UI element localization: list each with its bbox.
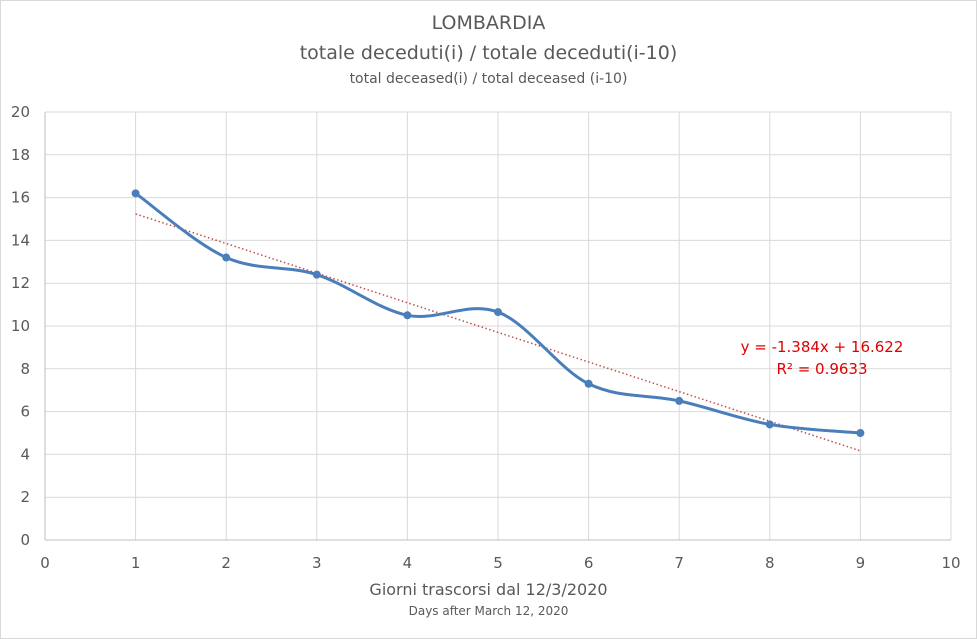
x-tick-label: 1 (131, 554, 141, 572)
y-tick-label: 6 (20, 403, 30, 421)
data-point (675, 396, 684, 405)
x-axis-label-english: Days after March 12, 2020 (408, 604, 569, 618)
x-axis-label: Giorni trascorsi dal 12/3/2020 (369, 580, 608, 599)
x-tick-label: 3 (312, 554, 322, 572)
data-point (131, 189, 140, 198)
x-tick-label: 0 (40, 554, 50, 572)
x-tick-label: 7 (674, 554, 684, 572)
y-tick-label: 20 (11, 103, 30, 121)
trendline-equation: y = -1.384x + 16.622 (741, 338, 904, 356)
chart-subtitle-english: total deceased(i) / total deceased (i-10… (349, 71, 628, 87)
data-point (494, 308, 502, 317)
x-tick-label: 5 (493, 554, 503, 572)
data-point (222, 253, 231, 262)
y-tick-label: 0 (20, 531, 30, 549)
chart-title: LOMBARDIA (431, 12, 546, 34)
x-tick-label: 10 (941, 554, 960, 572)
x-tick-label: 8 (765, 554, 775, 572)
y-tick-label: 2 (20, 488, 30, 506)
y-tick-label: 18 (11, 146, 30, 164)
x-tick-label: 9 (856, 554, 866, 572)
y-tick-label: 4 (20, 445, 30, 463)
data-point (312, 270, 321, 279)
y-tick-label: 14 (11, 231, 30, 249)
data-point (856, 429, 865, 437)
y-tick-label: 16 (11, 189, 30, 207)
x-tick-label: 4 (403, 554, 413, 572)
x-tick-label: 6 (584, 554, 594, 572)
y-tick-label: 10 (11, 317, 30, 335)
trendline-r-squared: R² = 0.9633 (776, 360, 867, 378)
data-point (403, 311, 412, 320)
y-tick-label: 8 (20, 360, 30, 378)
y-tick-label: 12 (11, 274, 30, 292)
data-point (584, 379, 593, 388)
data-point (765, 420, 774, 429)
x-tick-label: 2 (221, 554, 231, 572)
trendline (135, 213, 861, 452)
chart-subtitle: totale deceduti(i) / totale deceduti(i-1… (299, 42, 678, 64)
